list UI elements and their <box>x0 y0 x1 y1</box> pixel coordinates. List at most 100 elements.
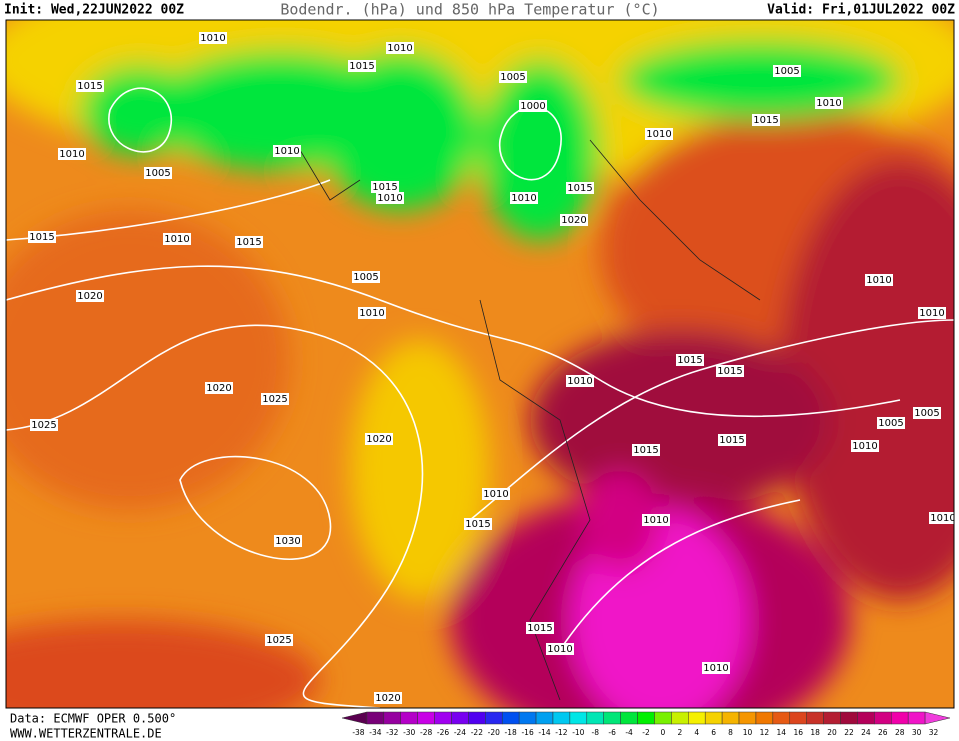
isobar-label: 1005 <box>353 272 378 283</box>
isobar-label: 1015 <box>372 182 397 193</box>
isobar-label: 1005 <box>774 66 799 77</box>
colorbar: -38 -34 -32 -30 -28 -26 -24 -22 -20 -18 -16 -14 -12-… <box>341 711 951 737</box>
isobar-label-box <box>348 60 376 72</box>
isobar-label: 1010 <box>274 146 299 157</box>
colorbar-label: -2 <box>642 728 650 737</box>
colorbar-label: -28 <box>420 728 432 737</box>
colorbar-box <box>840 711 858 725</box>
isobar-label: 1010 <box>200 33 225 44</box>
isobar-label: 1010 <box>646 129 671 140</box>
colorbar-label: -20 <box>488 728 500 737</box>
colorbar-label: -30 <box>403 728 415 737</box>
colorbar-label: -10 <box>572 728 584 737</box>
isobar-label-box <box>144 167 172 179</box>
isobar-label: 1010 <box>377 193 402 204</box>
colorbar-label: -32 <box>386 728 398 737</box>
isobar-label: 1030 <box>275 536 300 547</box>
colorbar-box <box>569 711 588 725</box>
init-time: Init: Wed,22JUN2022 00Z <box>4 3 184 18</box>
isobar-label: 1010 <box>387 43 412 54</box>
isobar-label: 1020 <box>366 434 391 445</box>
colorbar-box <box>552 711 571 725</box>
isobar-label-box <box>199 32 227 44</box>
isobar-label-box <box>773 65 801 77</box>
colorbar-box <box>924 711 951 725</box>
isobar-label-box <box>76 290 104 302</box>
isobar-label-box <box>913 407 941 419</box>
isobar-label: 1010 <box>59 149 84 160</box>
colorbar-box <box>535 711 554 725</box>
isobar-label: 1020 <box>375 693 400 704</box>
isobar-label-box <box>718 434 746 446</box>
colorbar-box <box>485 711 503 725</box>
colorbar-label: 16 <box>793 728 803 737</box>
isobar-label-box <box>716 365 744 377</box>
colorbar-box <box>434 711 452 725</box>
colorbar-box <box>620 711 638 725</box>
data-source: Data: ECMWF OPER 0.500° <box>10 712 176 726</box>
colorbar-box <box>772 711 791 725</box>
isobar-label: 1005 <box>914 408 939 419</box>
isobar-label: 1010 <box>703 663 728 674</box>
isobar-label: 1015 <box>465 519 490 530</box>
isobar-label-box <box>58 148 86 160</box>
isobar-label: 1015 <box>717 366 742 377</box>
colorbar-box <box>341 711 368 725</box>
isobar-labels: 1010101010151015100510051010101510101000… <box>28 32 955 704</box>
isobar-label-box <box>676 354 704 366</box>
colorbar-label: 14 <box>777 728 787 737</box>
isobar-label: 1015 <box>567 183 592 194</box>
isobar-label-box <box>526 622 554 634</box>
isobar-label-box <box>566 182 594 194</box>
isobar-label-box <box>386 42 414 54</box>
isobar-label-box <box>265 634 293 646</box>
isobar-label: 1015 <box>719 435 744 446</box>
colorbar-label: 0 <box>661 728 666 737</box>
isobar-label-box <box>929 512 954 524</box>
isobar-label: 1010 <box>567 376 592 387</box>
isobar-label-box <box>918 307 946 319</box>
colorbar-label: -38 <box>352 728 364 737</box>
website: WWW.WETTERZENTRALE.DE <box>10 727 162 741</box>
isobar-label-box <box>865 274 893 286</box>
isobar-label-box <box>205 382 233 394</box>
map-title: Bodendr. (hPa) und 850 hPa Temperatur (°… <box>280 1 659 19</box>
isobar-label-box <box>371 181 399 193</box>
isobar-label: 1010 <box>930 513 955 524</box>
colorbar-label: -34 <box>369 728 381 737</box>
isobar-label: 1010 <box>919 308 944 319</box>
isobar-label-box <box>482 488 510 500</box>
colorbar-label: 12 <box>760 728 770 737</box>
isobar-label: 1010 <box>852 441 877 452</box>
colorbar-label: 6 <box>711 728 716 737</box>
isobar-label-box <box>374 692 402 704</box>
colorbar-box <box>874 711 892 725</box>
map-frame <box>5 19 955 709</box>
isobar-label-box <box>273 145 301 157</box>
isobar-label-box <box>566 375 594 387</box>
colorbar-label: 10 <box>743 728 753 737</box>
isobar-label-box <box>632 444 660 456</box>
isobar-label: 1025 <box>266 635 291 646</box>
colorbar-box <box>366 711 385 725</box>
isobar-label-box <box>642 514 670 526</box>
colorbar-label: -16 <box>521 728 533 737</box>
isobar-label-box <box>358 307 386 319</box>
isobar-label: 1010 <box>643 515 668 526</box>
colorbar-box <box>755 711 774 725</box>
colorbar-box <box>857 711 875 725</box>
isobar-label: 1010 <box>547 644 572 655</box>
isobar-label: 1015 <box>527 623 552 634</box>
colorbar-label: -6 <box>608 728 616 737</box>
colorbar-label: 20 <box>827 728 837 737</box>
colorbar-box <box>907 711 926 725</box>
colorbar-label: -14 <box>538 728 550 737</box>
isobar-label: 1025 <box>31 420 56 431</box>
colorbar-box <box>383 711 401 725</box>
isobar-label: 1015 <box>753 115 778 126</box>
isobar-label: 1015 <box>677 355 702 366</box>
isobar-label-box <box>510 192 538 204</box>
colorbar-label: 18 <box>810 728 820 737</box>
